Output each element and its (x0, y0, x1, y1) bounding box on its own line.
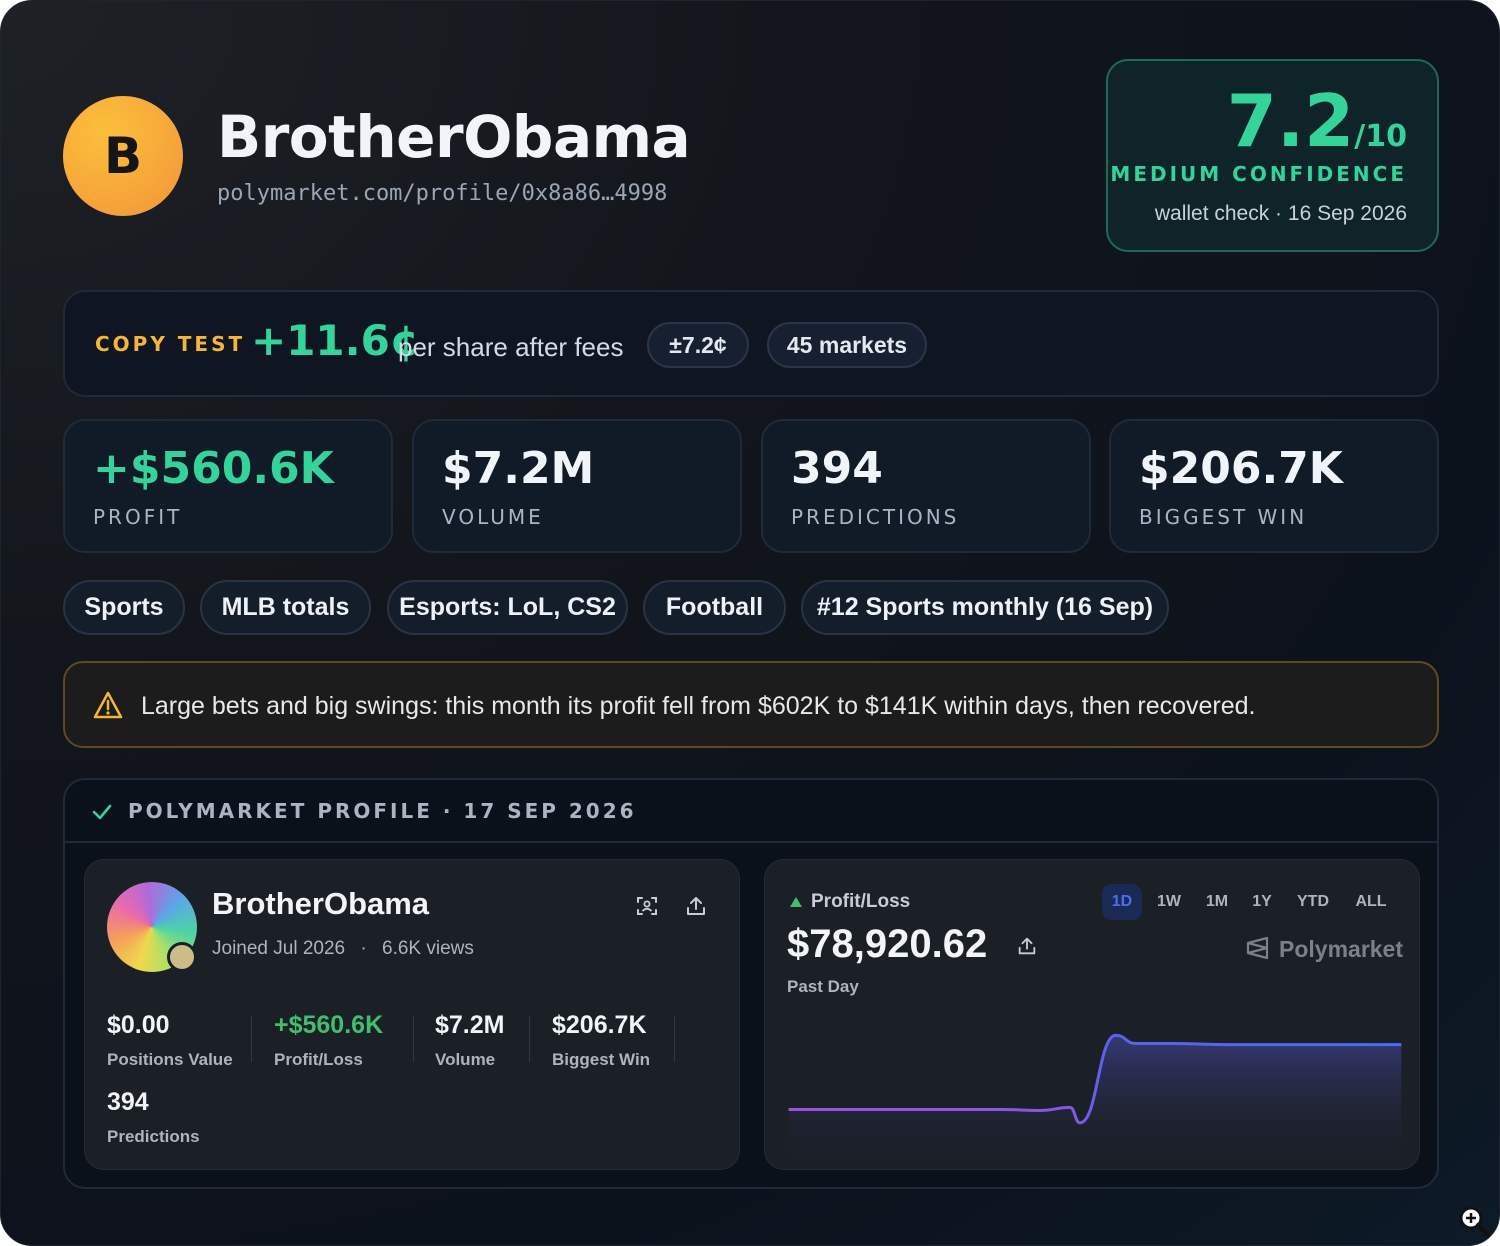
stat-label: PREDICTIONS (791, 505, 960, 529)
stat-value: $206.7K (1139, 443, 1343, 494)
score: 7.2/10 (1227, 79, 1407, 163)
polymarket-logo-icon (1246, 936, 1269, 960)
profile-url[interactable]: polymarket.com/profile/0x8a86…4998 (217, 181, 668, 206)
stat-value: $7.2M (442, 443, 595, 494)
stat-label: Profit/Loss (274, 1050, 363, 1069)
tag-sports: Sports (63, 580, 185, 635)
tag-esports: Esports: LoL, CS2 (387, 580, 628, 635)
triangle-up-icon (790, 897, 802, 907)
stat-value: +$560.6K (93, 443, 334, 494)
avatar-letter: B (103, 127, 143, 185)
wallet-check-date: wallet check · 16 Sep 2026 (1154, 202, 1407, 225)
stat-card-predictions: 394 PREDICTIONS (761, 419, 1091, 553)
copy-test-value: +11.6¢ (251, 316, 420, 365)
stat-value: $7.2M (435, 1011, 505, 1039)
confidence-label: MEDIUM CONFIDENCE (1110, 162, 1407, 186)
stat-label: Predictions (107, 1127, 200, 1146)
share-icon[interactable] (1016, 935, 1038, 957)
copy-test-bar: COPY TEST +11.6¢ per share after fees ±7… (63, 290, 1439, 397)
stat-value: $206.7K (552, 1011, 647, 1039)
pnl-line (788, 1033, 1402, 1125)
verified-badge-icon (167, 942, 197, 972)
stat-value: 394 (107, 1088, 149, 1116)
polymarket-profile-section: POLYMARKET PROFILE · 17 SEP 2026 Brother… (63, 778, 1439, 1189)
pnl-line-chart (788, 1033, 1402, 1171)
joined-date: Joined Jul 2026 (212, 938, 346, 959)
stat-label: Volume (435, 1050, 496, 1069)
predictions-stat: 394 Predictions (107, 1088, 200, 1147)
pnl-period: Past Day (787, 977, 859, 996)
pnl-area (788, 1035, 1402, 1171)
volume-stat: $7.2M Volume (435, 1011, 504, 1070)
stat-value: 394 (791, 443, 883, 494)
stat-label: Biggest Win (552, 1050, 651, 1069)
markets-pill: 45 markets (767, 322, 927, 368)
section-title: POLYMARKET PROFILE · 17 SEP 2026 (128, 799, 637, 823)
stat-divider (413, 1016, 414, 1062)
stat-divider (674, 1016, 675, 1062)
section-header: POLYMARKET PROFILE · 17 SEP 2026 (65, 780, 1437, 843)
copy-test-label: COPY TEST (95, 332, 246, 356)
trader-name: BrotherObama (217, 103, 691, 171)
stat-value: $0.00 (107, 1011, 170, 1039)
share-icon[interactable] (684, 894, 708, 918)
profit-loss-card: Profit/Loss $78,920.62 Past Day 1D 1W 1M… (764, 859, 1420, 1171)
range-1d[interactable]: 1D (1102, 884, 1142, 920)
check-icon (92, 804, 112, 820)
stat-divider (251, 1016, 252, 1062)
zoom-in-icon[interactable] (1456, 1203, 1492, 1239)
tag-football: Football (643, 580, 786, 635)
stat-card-profit: +$560.6K PROFIT (63, 419, 393, 553)
stat-label: VOLUME (442, 505, 544, 529)
positions-value-stat: $0.00 Positions Value (107, 1011, 233, 1070)
pnl-value: $78,920.62 (787, 922, 988, 966)
stat-divider (529, 1016, 530, 1062)
profile-meta: Joined Jul 2026 · 6.6K views (212, 938, 474, 959)
stat-label: PROFIT (93, 505, 183, 529)
scan-icon[interactable] (635, 894, 659, 918)
warning-text: Large bets and big swings: this month it… (141, 692, 1256, 720)
warning-icon (93, 691, 123, 719)
avatar: B (63, 96, 183, 216)
stat-label: BIGGEST WIN (1139, 505, 1308, 529)
score-denominator: /10 (1354, 119, 1407, 154)
score-box: 7.2/10 MEDIUM CONFIDENCE wallet check · … (1106, 59, 1439, 252)
stat-card-volume: $7.2M VOLUME (412, 419, 742, 553)
stat-value: +$560.6K (274, 1011, 384, 1039)
pnl-label: Profit/Loss (811, 891, 911, 912)
profile-name: BrotherObama (212, 886, 430, 921)
profile-card: BrotherObama Joined Jul 2026 · 6.6K view… (84, 859, 740, 1170)
range-1w[interactable]: 1W (1157, 893, 1181, 910)
range-1m[interactable]: 1M (1205, 893, 1229, 910)
stat-label: Positions Value (107, 1050, 233, 1069)
range-all[interactable]: ALL (1355, 893, 1387, 910)
range-1y[interactable]: 1Y (1252, 893, 1272, 910)
score-value: 7.2 (1226, 79, 1355, 163)
range-ytd[interactable]: YTD (1297, 893, 1329, 910)
views-count: 6.6K views (382, 938, 474, 959)
copy-test-suffix: per share after fees (398, 332, 624, 362)
margin-pill: ±7.2¢ (647, 322, 749, 368)
profit-loss-stat: +$560.6K Profit/Loss (274, 1011, 383, 1070)
warning-banner: Large bets and big swings: this month it… (63, 661, 1439, 748)
tag-mlb-totals: MLB totals (200, 580, 371, 635)
biggest-win-stat: $206.7K Biggest Win (552, 1011, 650, 1070)
tag-ranking: #12 Sports monthly (16 Sep) (801, 580, 1169, 635)
polymarket-brand: Polymarket (1279, 936, 1404, 962)
stat-card-biggest-win: $206.7K BIGGEST WIN (1109, 419, 1439, 553)
